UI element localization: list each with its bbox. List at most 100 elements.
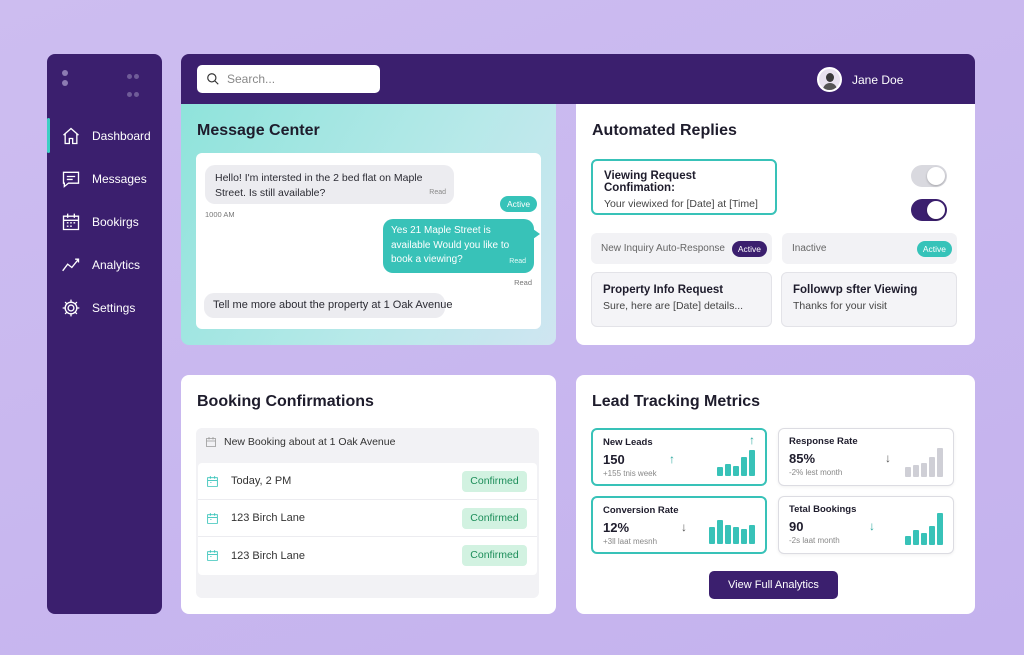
- metric-value: 12%: [603, 520, 630, 535]
- mini-bar-chart: [903, 443, 943, 477]
- list-item[interactable]: 123 Birch Lane Confirmed: [198, 500, 537, 537]
- toggle-switch-off[interactable]: [911, 165, 947, 187]
- property-info-template[interactable]: Property Info Request Sure, here are [Da…: [591, 272, 772, 327]
- mini-bar: [905, 467, 911, 477]
- lead-tracking-card: Lead Tracking Metrics New Leads 150 +155…: [576, 375, 975, 614]
- list-item[interactable]: Today, 2 PM Confirmed: [198, 463, 537, 500]
- booking-panel: New Booking about at 1 Oak Avenue Today,…: [196, 428, 539, 598]
- calendar-icon: [207, 550, 218, 561]
- booking-confirmations-card: Booking Confirmations New Booking about …: [181, 375, 556, 614]
- chat-icon: [61, 169, 81, 189]
- template-text: Thanks for your visit: [793, 300, 887, 312]
- chat-panel: Hello! I'm intersted in the 2 bed flat o…: [196, 153, 541, 329]
- status-badge: Confirmed: [462, 545, 527, 566]
- sidebar-item-label: Bookirgs: [92, 214, 139, 229]
- row-label: New Inquiry Auto-Response: [601, 243, 725, 254]
- status-badge: Active: [916, 241, 952, 257]
- sidebar: Dashboard Messages Bookirgs Analytics Se…: [47, 54, 162, 614]
- toggle-switch-on[interactable]: [911, 199, 947, 221]
- new-booking-text: New Booking about at 1 Oak Avenue: [224, 436, 396, 448]
- mini-bar: [741, 457, 747, 476]
- view-full-analytics-button[interactable]: View Full Analytics: [709, 571, 838, 599]
- read-status: Read: [514, 278, 532, 287]
- search-box[interactable]: [197, 65, 380, 93]
- mini-bar: [733, 527, 739, 544]
- trend-down-icon: ↓: [885, 451, 891, 465]
- incoming-message[interactable]: Tell me more about the property at 1 Oak…: [204, 293, 453, 318]
- metric-label: Tetal Bookings: [789, 504, 857, 515]
- message-time: 1000 AM: [205, 210, 235, 219]
- booking-list: Today, 2 PM Confirmed 123 Birch Lane Con…: [198, 463, 537, 575]
- metric-sub: -2% lest month: [789, 468, 843, 477]
- avatar[interactable]: [817, 67, 842, 92]
- menu-dots-icon[interactable]: [62, 70, 68, 90]
- lead-tracking-title: Lead Tracking Metrics: [592, 393, 761, 410]
- sidebar-item-label: Dashboard: [92, 128, 151, 143]
- message-text: Hello! I'm intersted in the 2 bed flat o…: [215, 172, 423, 199]
- mini-bar: [733, 466, 739, 476]
- new-booking-header[interactable]: New Booking about at 1 Oak Avenue: [205, 436, 395, 448]
- template-title: Property Info Request: [603, 284, 724, 296]
- sidebar-item-analytics[interactable]: Analytics: [47, 243, 162, 286]
- metric-sub: -2s laat month: [789, 536, 840, 545]
- metric-label: New Leads: [603, 437, 653, 448]
- mini-bar: [725, 464, 731, 476]
- metric-total-bookings[interactable]: Tetal Bookings 90 -2s laat month ↓: [778, 496, 954, 554]
- gear-icon: [61, 298, 81, 318]
- metric-sub: +155 tnis week: [603, 469, 657, 478]
- read-status: Read: [429, 189, 446, 196]
- trend-up-icon: ↑: [669, 452, 675, 466]
- metric-conversion-rate[interactable]: Conversion Rate 12% +3ll laat mesnh ↓: [591, 496, 767, 554]
- mini-bar: [937, 513, 943, 545]
- mini-bar: [929, 526, 935, 545]
- mini-bar: [921, 533, 927, 545]
- template-text: Sure, here are [Date] details...: [603, 300, 744, 312]
- metric-value: 90: [789, 519, 804, 534]
- mini-bar-chart: [707, 510, 755, 544]
- search-icon: [207, 73, 219, 85]
- sidebar-nav: Dashboard Messages Bookirgs Analytics Se…: [47, 114, 162, 329]
- auto-response-row[interactable]: New Inquiry Auto-Response Active: [591, 233, 772, 264]
- booking-confirmations-title: Booking Confirmations: [197, 393, 374, 410]
- mini-bar: [725, 525, 731, 544]
- mini-bar: [717, 520, 723, 544]
- sidebar-item-label: Settings: [92, 300, 136, 315]
- metric-value: 150: [603, 452, 625, 467]
- template-title: Followvp sfter Viewing: [793, 284, 918, 296]
- metric-new-leads[interactable]: New Leads 150 +155 tnis week ↑ ↑: [591, 428, 767, 486]
- trend-down-icon: ↓: [681, 520, 687, 534]
- outgoing-message[interactable]: Yes 21 Maple Street is available Would y…: [383, 219, 540, 273]
- row-label: Inactive: [792, 243, 827, 254]
- sidebar-item-bookings[interactable]: Bookirgs: [47, 200, 162, 243]
- sidebar-item-settings[interactable]: Settings: [47, 286, 162, 329]
- sidebar-item-messages[interactable]: Messages: [47, 157, 162, 200]
- viewing-request-template[interactable]: Viewing Request Confimation: Your viewix…: [591, 159, 777, 215]
- list-item[interactable]: 123 Birch Lane Confirmed: [198, 537, 537, 574]
- user-menu[interactable]: Jane Doe: [817, 67, 903, 92]
- metric-response-rate[interactable]: Response Rate 85% -2% lest month ↓: [778, 428, 954, 486]
- status-badge: Confirmed: [462, 471, 527, 492]
- mini-bar: [717, 467, 723, 476]
- analytics-icon: [61, 255, 81, 275]
- follow-up-template[interactable]: Followvp sfter Viewing Thanks for your v…: [781, 272, 957, 327]
- calendar-icon: [207, 512, 218, 524]
- sidebar-item-dashboard[interactable]: Dashboard: [47, 114, 162, 157]
- search-input[interactable]: [227, 72, 377, 86]
- mini-bar: [749, 525, 755, 544]
- mini-bar-chart: [903, 511, 943, 545]
- template-text: Your viewixed for [Date] at [Time]: [604, 198, 758, 210]
- grid-icon[interactable]: [127, 70, 147, 106]
- mini-bar-chart: [715, 442, 755, 476]
- message-center-title: Message Center: [197, 122, 320, 139]
- metric-label: Response Rate: [789, 436, 858, 447]
- calendar-icon: [207, 475, 218, 487]
- calendar-icon: [61, 212, 81, 232]
- mini-bar: [905, 536, 911, 545]
- mini-bar: [709, 527, 715, 544]
- mini-bar: [921, 463, 927, 477]
- incoming-message[interactable]: Hello! I'm intersted in the 2 bed flat o…: [205, 165, 454, 204]
- metric-label: Conversion Rate: [603, 505, 679, 516]
- message-text: Yes 21 Maple Street is available Would y…: [391, 225, 510, 265]
- booking-label: Today, 2 PM: [231, 475, 292, 487]
- inactive-row[interactable]: Inactive Active: [782, 233, 957, 264]
